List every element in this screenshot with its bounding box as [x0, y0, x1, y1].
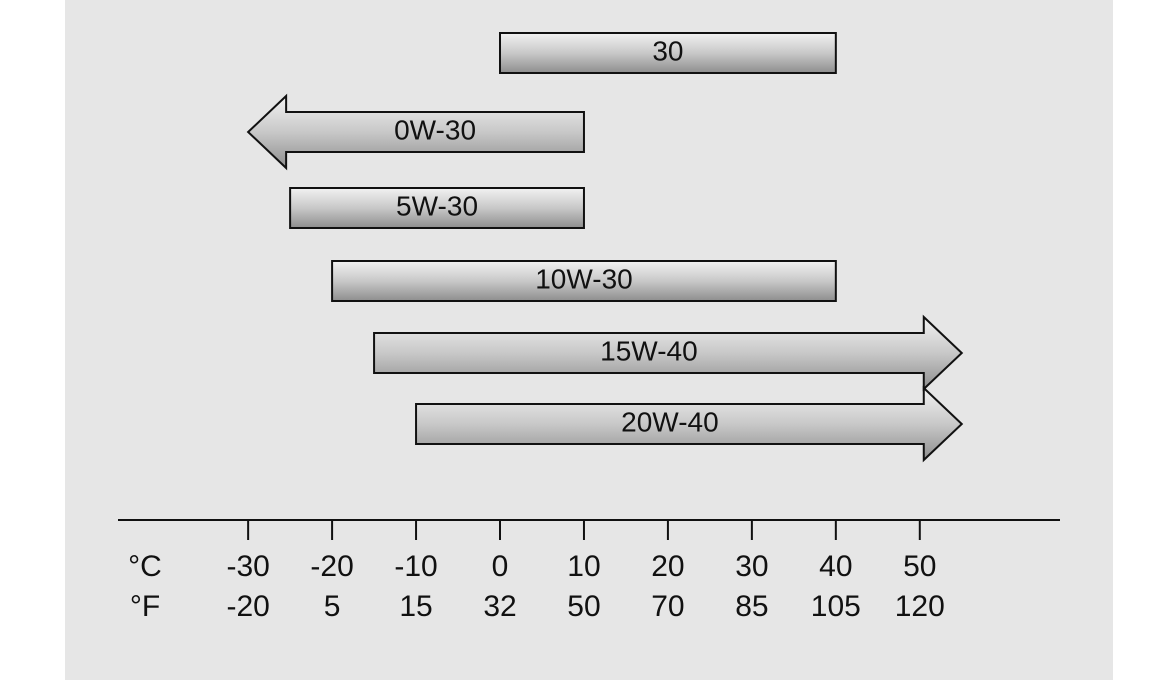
x-tick-label: 10 — [567, 550, 600, 583]
x-tick-label: 40 — [819, 550, 852, 583]
range-bar — [331, 260, 837, 302]
x2-tick-label: 70 — [651, 590, 684, 623]
range-bar — [415, 385, 964, 463]
x-tick-label: -30 — [226, 550, 269, 583]
x-tick-label: -10 — [394, 550, 437, 583]
range-bar — [246, 93, 585, 171]
x2-tick-label: -20 — [226, 590, 269, 623]
x-axis-unit: °C — [128, 550, 162, 583]
x-tick-label: 30 — [735, 550, 768, 583]
x2-tick-label: 32 — [483, 590, 516, 623]
x2-tick-label: 5 — [324, 590, 341, 623]
bar-label: 5W-30 — [396, 190, 478, 221]
x2-tick-label: 50 — [567, 590, 600, 623]
x2-tick-label: 15 — [399, 590, 432, 623]
range-bar — [289, 187, 585, 229]
range-bar — [499, 32, 837, 74]
bar-label: 10W-30 — [535, 263, 633, 294]
x2-tick-label: 120 — [895, 590, 945, 623]
x2-tick-label: 85 — [735, 590, 768, 623]
bar-label: 20W-40 — [621, 406, 719, 437]
x-tick-label: -20 — [310, 550, 353, 583]
x-tick-label: 50 — [903, 550, 936, 583]
x-tick-label: 20 — [651, 550, 684, 583]
bar-label: 30 — [652, 35, 683, 66]
range-bar — [373, 314, 964, 392]
x2-axis-unit: °F — [130, 590, 160, 623]
x-tick-label: 0 — [492, 550, 509, 583]
x2-tick-label: 105 — [811, 590, 861, 623]
bar-label: 0W-30 — [394, 114, 476, 145]
bar-label: 15W-40 — [600, 335, 698, 366]
